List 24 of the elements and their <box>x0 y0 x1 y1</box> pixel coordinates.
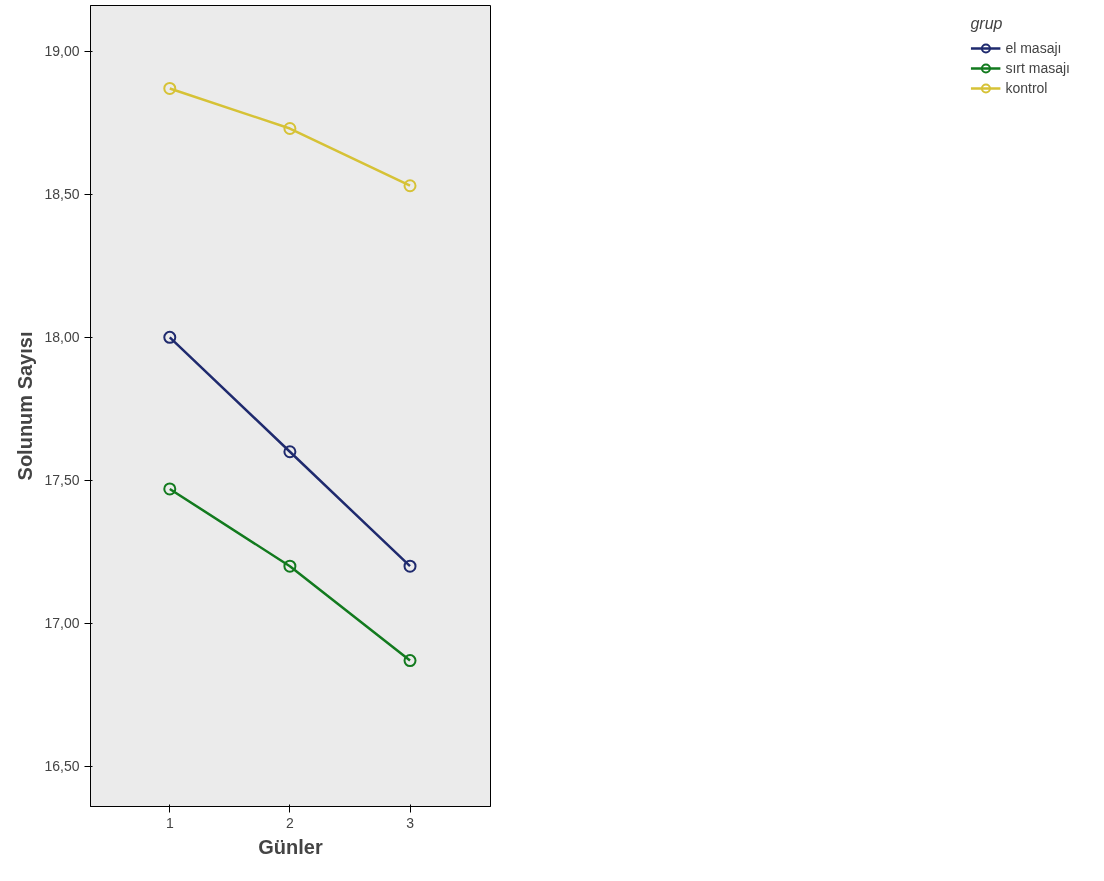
point <box>403 654 417 668</box>
y-axis-title: Solunum Sayısı <box>14 331 37 481</box>
x-tick-label: 2 <box>286 814 295 831</box>
point <box>283 445 297 459</box>
legend-title: grup <box>970 15 1004 33</box>
point <box>283 122 297 135</box>
y-tick-label: 17,50 <box>44 472 80 489</box>
point <box>283 559 297 573</box>
legend-label: sırt masajı <box>1005 60 1070 76</box>
y-tick-label: 19,00 <box>44 43 80 60</box>
y-tick-label: 18,50 <box>44 186 80 203</box>
y-tick-label: 18,00 <box>44 329 80 346</box>
point <box>403 179 417 193</box>
x-tick-label: 1 <box>165 814 174 831</box>
legend-label: kontrol <box>1005 80 1048 96</box>
y-tick-label: 17,00 <box>44 615 80 632</box>
x-axis-title: Günler <box>258 835 323 858</box>
point <box>163 482 177 496</box>
point <box>403 559 417 573</box>
y-tick-label: 16,50 <box>44 758 80 775</box>
point <box>163 330 177 344</box>
x-tick-label: 3 <box>406 814 415 831</box>
point <box>163 81 177 95</box>
legend-label: el masajı <box>1005 40 1062 56</box>
